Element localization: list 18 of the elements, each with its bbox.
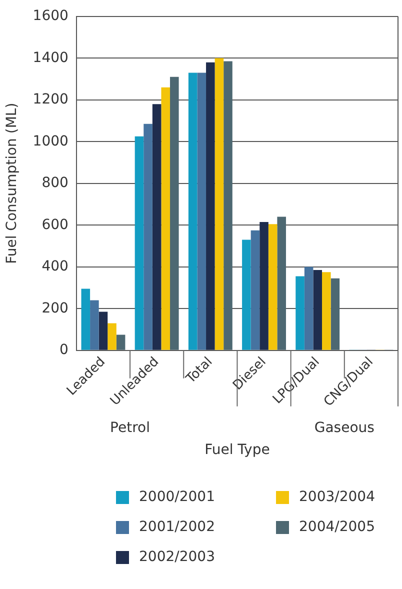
legend-label: 2004/2005 bbox=[299, 519, 375, 535]
y-axis-title: Fuel Consumption (ML) bbox=[4, 102, 20, 264]
legend-label: 2002/2003 bbox=[139, 549, 215, 565]
y-tick-label: 200 bbox=[42, 300, 68, 316]
legend-label: 2003/2004 bbox=[299, 489, 375, 505]
y-tick-label: 800 bbox=[42, 175, 68, 192]
y-tick-label: 0 bbox=[60, 342, 68, 358]
x-axis-title: Fuel Type bbox=[204, 442, 270, 458]
text: Petrol bbox=[110, 420, 150, 436]
y-tick-label: 1400 bbox=[32, 50, 68, 66]
y-tick-label: 1600 bbox=[32, 8, 68, 24]
y-tick-label: 1200 bbox=[32, 92, 68, 108]
y-tick-label: 600 bbox=[42, 216, 68, 233]
y-tick-label: 400 bbox=[42, 258, 68, 275]
legend-label: 2001/2002 bbox=[139, 519, 215, 535]
y-tick-label: 1000 bbox=[32, 133, 68, 150]
text: Gaseous bbox=[314, 420, 374, 436]
legend-label: 2000/2001 bbox=[139, 489, 215, 505]
